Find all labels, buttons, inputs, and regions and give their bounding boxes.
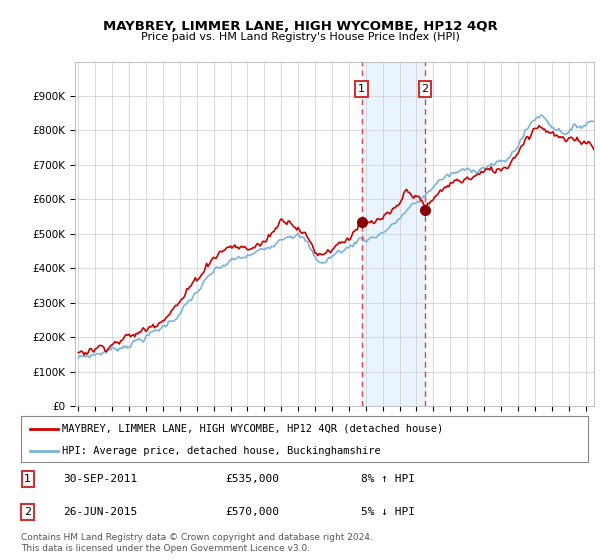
Text: 1: 1 [358,84,365,94]
Text: 26-JUN-2015: 26-JUN-2015 [64,507,138,517]
Text: 1: 1 [25,474,31,484]
Text: £535,000: £535,000 [225,474,279,484]
Text: MAYBREY, LIMMER LANE, HIGH WYCOMBE, HP12 4QR (detached house): MAYBREY, LIMMER LANE, HIGH WYCOMBE, HP12… [62,424,443,434]
Text: 2: 2 [24,507,31,517]
Text: 30-SEP-2011: 30-SEP-2011 [64,474,138,484]
Text: Price paid vs. HM Land Registry's House Price Index (HPI): Price paid vs. HM Land Registry's House … [140,32,460,42]
Text: Contains HM Land Registry data © Crown copyright and database right 2024.
This d: Contains HM Land Registry data © Crown c… [21,533,373,553]
Text: 8% ↑ HPI: 8% ↑ HPI [361,474,415,484]
Text: HPI: Average price, detached house, Buckinghamshire: HPI: Average price, detached house, Buck… [62,446,380,455]
Text: £570,000: £570,000 [225,507,279,517]
Text: 5% ↓ HPI: 5% ↓ HPI [361,507,415,517]
Text: MAYBREY, LIMMER LANE, HIGH WYCOMBE, HP12 4QR: MAYBREY, LIMMER LANE, HIGH WYCOMBE, HP12… [103,20,497,32]
Bar [362,62,425,406]
Text: 2: 2 [421,84,428,94]
